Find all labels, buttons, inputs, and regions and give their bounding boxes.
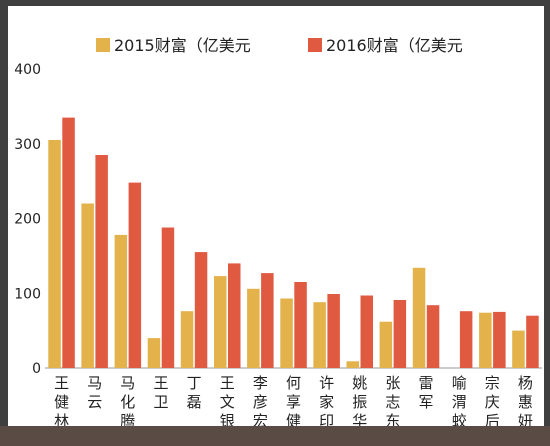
bar-2015 [379, 321, 393, 368]
x-tick-label: 王卫 [153, 374, 168, 411]
bar-2016 [393, 300, 407, 368]
bar-2016 [459, 311, 473, 368]
legend-swatch-2016 [308, 38, 322, 52]
bar-2016 [360, 295, 373, 368]
bar-2015 [214, 276, 227, 368]
bar-2015 [412, 267, 426, 368]
bar-2015 [81, 203, 94, 368]
bar-2015 [114, 234, 128, 368]
bar-2016 [493, 311, 506, 368]
legend: 2015财富（亿美元 2016财富（亿美元 [96, 36, 463, 55]
x-tick-label: 马化腾 [120, 374, 135, 426]
x-tick-label: 丁磊 [187, 374, 202, 411]
chart-panel: 2015财富（亿美元 2016财富（亿美元 0 100 200 300 400 王健林 马… [8, 6, 544, 438]
x-tick-label: 张志东 [385, 374, 400, 426]
legend-label-2016: 2016财富（亿美元 [326, 36, 463, 55]
bar-2015 [48, 140, 61, 368]
bar-2015 [313, 302, 326, 368]
legend-label-2015: 2015财富（亿美元 [114, 36, 251, 55]
bars [48, 117, 539, 368]
bar-2015 [147, 338, 161, 368]
bar-2016 [261, 273, 274, 368]
y-tick-label: 0 [32, 361, 41, 377]
bar-2016 [161, 227, 175, 368]
y-tick-label: 400 [14, 62, 41, 78]
bar-2016 [526, 315, 539, 368]
y-tick-label: 300 [14, 137, 41, 153]
x-tick-label: 马云 [87, 374, 102, 411]
x-tick-label: 雷军 [418, 374, 433, 411]
bar-2015 [247, 288, 260, 368]
bar-2016 [95, 155, 108, 368]
bar-2015 [280, 298, 293, 368]
legend-swatch-2015 [96, 38, 110, 52]
bar-2016 [294, 282, 307, 368]
bar-2016 [62, 117, 75, 368]
bar-2016 [327, 294, 340, 368]
x-tick-label: 何享健 [286, 374, 301, 426]
x-tick-label: 许家印 [319, 374, 334, 426]
bottom-strip [0, 426, 550, 446]
bar-2015 [479, 312, 492, 368]
y-axis: 0 100 200 300 400 [14, 62, 542, 377]
bar-2015 [180, 311, 194, 368]
y-tick-label: 200 [14, 212, 41, 228]
x-tick-label: 宗庆后 [485, 374, 500, 426]
x-tick-label: 李彦宏 [253, 374, 268, 426]
x-tick-label: 姚振华 [352, 374, 367, 426]
bar-2016 [128, 182, 142, 368]
y-tick-label: 100 [14, 286, 41, 302]
bar-2015 [512, 330, 525, 368]
x-tick-label: 王文银 [220, 374, 235, 426]
bar-chart: 2015财富（亿美元 2016财富（亿美元 0 100 200 300 400 王健林 马… [14, 36, 542, 430]
x-tick-label: 王健林 [54, 374, 69, 426]
x-tick-label: 杨惠妍 [518, 374, 533, 426]
bar-2016 [228, 263, 241, 368]
bar-2015 [346, 361, 359, 368]
bar-2016 [426, 305, 440, 368]
bar-2016 [194, 252, 208, 368]
x-tick-label: 喻渭蛟 [452, 374, 467, 426]
